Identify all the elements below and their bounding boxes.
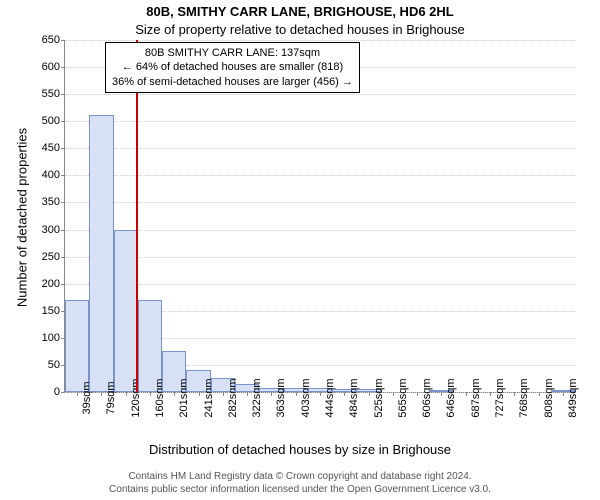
- footer-line2: Contains public sector information licen…: [0, 483, 600, 496]
- xtick-label: 727sqm: [494, 378, 506, 417]
- ytick-label: 650: [42, 34, 65, 46]
- annotation-line2: ← 64% of detached houses are smaller (81…: [112, 60, 353, 74]
- annotation-line1: 80B SMITHY CARR LANE: 137sqm: [112, 46, 353, 60]
- xtick-mark: [77, 392, 78, 396]
- xtick-mark: [271, 392, 272, 396]
- xtick-label: 484sqm: [348, 378, 360, 417]
- ytick-label: 500: [42, 115, 65, 127]
- annotation-box: 80B SMITHY CARR LANE: 137sqm ← 64% of de…: [105, 42, 360, 93]
- annotation-line3: 36% of semi-detached houses are larger (…: [112, 75, 353, 89]
- xtick-mark: [199, 392, 200, 396]
- ytick-label: 450: [42, 142, 65, 154]
- xtick-mark: [514, 392, 515, 396]
- xtick-mark: [223, 392, 224, 396]
- gridline: [65, 121, 575, 122]
- xtick-mark: [247, 392, 248, 396]
- xtick-mark: [320, 392, 321, 396]
- xtick-mark: [150, 392, 151, 396]
- chart-container: 80B, SMITHY CARR LANE, BRIGHOUSE, HD6 2H…: [0, 0, 600, 500]
- xtick-label: 322sqm: [251, 378, 263, 417]
- footer-line1: Contains HM Land Registry data © Crown c…: [0, 470, 600, 483]
- xtick-mark: [563, 392, 564, 396]
- xtick-label: 403sqm: [300, 378, 312, 417]
- xtick-label: 525sqm: [373, 378, 385, 417]
- xtick-label: 444sqm: [324, 378, 336, 417]
- chart-footer: Contains HM Land Registry data © Crown c…: [0, 470, 600, 496]
- xtick-label: 606sqm: [421, 378, 433, 417]
- xtick-mark: [490, 392, 491, 396]
- xtick-label: 687sqm: [470, 378, 482, 417]
- chart-title-line2: Size of property relative to detached ho…: [0, 22, 600, 37]
- gridline: [65, 284, 575, 285]
- ytick-label: 100: [42, 332, 65, 344]
- x-axis-label: Distribution of detached houses by size …: [0, 442, 600, 457]
- xtick-mark: [296, 392, 297, 396]
- ytick-label: 0: [54, 386, 65, 398]
- xtick-label: 768sqm: [518, 378, 530, 417]
- xtick-mark: [126, 392, 127, 396]
- gridline: [65, 94, 575, 95]
- ytick-label: 200: [42, 278, 65, 290]
- xtick-mark: [466, 392, 467, 396]
- xtick-label: 363sqm: [275, 378, 287, 417]
- xtick-mark: [101, 392, 102, 396]
- bar: [65, 300, 89, 392]
- y-axis-label: Number of detached properties: [15, 118, 30, 318]
- xtick-label: 849sqm: [567, 378, 579, 417]
- chart-title-line1: 80B, SMITHY CARR LANE, BRIGHOUSE, HD6 2H…: [0, 4, 600, 19]
- xtick-mark: [417, 392, 418, 396]
- xtick-label: 808sqm: [543, 378, 555, 417]
- ytick-label: 350: [42, 196, 65, 208]
- xtick-mark: [539, 392, 540, 396]
- bar: [89, 115, 113, 392]
- gridline: [65, 202, 575, 203]
- xtick-label: 565sqm: [397, 378, 409, 417]
- xtick-mark: [441, 392, 442, 396]
- gridline: [65, 175, 575, 176]
- gridline: [65, 257, 575, 258]
- gridline: [65, 230, 575, 231]
- xtick-label: 646sqm: [445, 378, 457, 417]
- ytick-label: 300: [42, 224, 65, 236]
- bar: [114, 230, 138, 392]
- gridline: [65, 148, 575, 149]
- gridline: [65, 40, 575, 41]
- ytick-label: 400: [42, 169, 65, 181]
- ytick-label: 150: [42, 305, 65, 317]
- xtick-mark: [393, 392, 394, 396]
- xtick-mark: [174, 392, 175, 396]
- xtick-mark: [344, 392, 345, 396]
- xtick-mark: [369, 392, 370, 396]
- ytick-label: 600: [42, 61, 65, 73]
- ytick-label: 50: [48, 359, 65, 371]
- ytick-label: 250: [42, 251, 65, 263]
- plot-area: 0501001502002503003504004505005506006503…: [64, 40, 575, 393]
- ytick-label: 550: [42, 88, 65, 100]
